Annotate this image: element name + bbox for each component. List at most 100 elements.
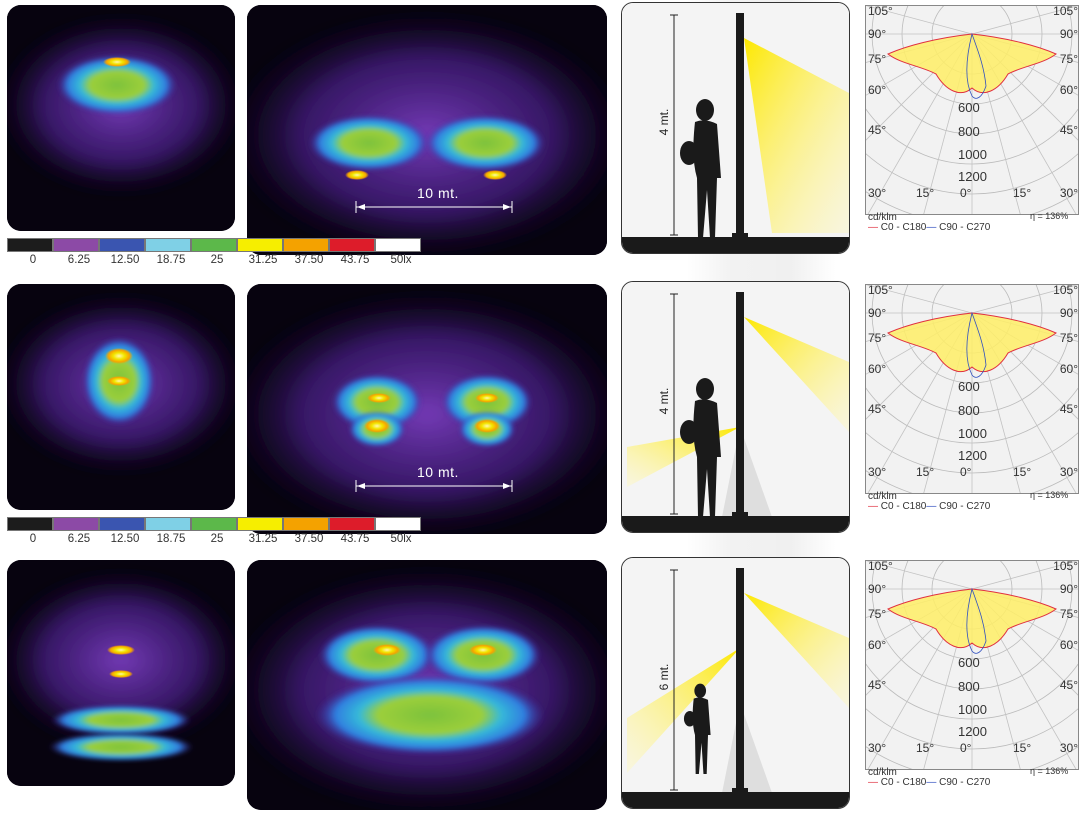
polar-angle-label: 75° — [1059, 607, 1078, 621]
distance-label: 10 mt. — [417, 185, 459, 201]
isolux-map-pair: 10 mt. — [247, 284, 607, 534]
polar-radial-value: 1000 — [958, 426, 987, 441]
scale-swatch — [191, 238, 237, 252]
polar-light-distribution: 105° 90° 75° 60° 45° 30° 105° 90° 75° 60° 45° 30° 15… — [712, 0, 1081, 294]
scale-value: 50lx — [390, 533, 412, 545]
legend-c90: C90 - C270 — [939, 501, 991, 512]
scale-value: 12.50 — [110, 533, 140, 545]
polar-legend: — C0 - C180— C90 - C270 — [868, 222, 991, 233]
polar-radial-value: 800 — [958, 124, 980, 139]
photometric-row: 10 mt. 4 mt. 105° 90° 75° 60° 45° 30° 105° 90° 75… — [0, 0, 1081, 294]
distance-label: 10 mt. — [417, 464, 459, 480]
scale-value: 50lx — [390, 254, 412, 266]
scale-swatch — [53, 517, 99, 531]
polar-angle-label: 45° — [868, 678, 887, 692]
polar-radial-value: 600 — [958, 379, 980, 394]
polar-unit: cd/klm — [868, 212, 897, 223]
scale-swatch — [99, 517, 145, 531]
scale-swatch — [237, 517, 283, 531]
polar-angle-label: 75° — [868, 331, 887, 345]
scale-swatch — [375, 238, 421, 252]
legend-c90: C90 - C270 — [939, 222, 991, 233]
photometric-row: 6 mt. 105° 90° 75° 60° 45° 30° 105° 90° 75° 60° 45°… — [0, 398, 1081, 820]
scale-swatch — [283, 517, 329, 531]
polar-legend: — C0 - C180— C90 - C270 — [868, 501, 991, 512]
scale-swatch — [145, 238, 191, 252]
photometric-row: 10 mt. 4 mt. 105° 90° 75° 60° 45° 30° 105° 90° 75… — [0, 122, 1081, 573]
isolux-map-pair: 10 mt. — [247, 5, 607, 255]
polar-angle-label: 30° — [868, 741, 887, 755]
polar-angle-label: 105° — [868, 4, 893, 18]
polar-efficiency: η = 136% — [1030, 211, 1069, 221]
polar-light-distribution: 105° 90° 75° 60° 45° 30° 105° 90° 75° 60° 45° 30° 15… — [712, 122, 1081, 573]
scale-value: 31.25 — [248, 533, 278, 545]
polar-angle-label: 90° — [1059, 306, 1078, 320]
polar-radial-value: 600 — [958, 100, 980, 115]
scale-value: 37.50 — [294, 533, 324, 545]
legend-c0: C0 - C180 — [880, 501, 927, 512]
polar-radial-value: 800 — [958, 403, 980, 418]
polar-angle-label: 0° — [960, 741, 972, 755]
installation-diagram: 6 mt. — [621, 557, 850, 809]
polar-light-distribution: 105° 90° 75° 60° 45° 30° 105° 90° 75° 60° 45° 30° 15… — [712, 398, 1081, 820]
scale-value: 0 — [29, 533, 37, 545]
polar-angle-label: 30° — [868, 186, 887, 200]
scale-value: 31.25 — [248, 254, 278, 266]
scale-swatch — [145, 517, 191, 531]
polar-angle-label: 105° — [1053, 4, 1078, 18]
polar-angle-label: 30° — [1059, 465, 1078, 479]
scale-swatch — [7, 517, 53, 531]
polar-angle-label: 45° — [868, 123, 887, 137]
scale-swatch — [191, 517, 237, 531]
scale-swatch — [237, 238, 283, 252]
legend-c0: C0 - C180 — [880, 222, 927, 233]
polar-angle-label: 45° — [1059, 123, 1078, 137]
polar-angle-label: 60° — [868, 362, 887, 376]
isolux-map-single — [7, 284, 235, 510]
polar-angle-label: 45° — [1059, 678, 1078, 692]
isolux-map-single — [7, 560, 235, 786]
polar-angle-label: 15° — [916, 465, 935, 479]
polar-angle-label: 105° — [868, 283, 893, 297]
polar-angle-label: 75° — [1059, 52, 1078, 66]
polar-efficiency: η = 136% — [1030, 490, 1069, 500]
polar-angle-label: 90° — [868, 27, 887, 41]
scale-value: 43.75 — [340, 254, 370, 266]
polar-radial-value: 800 — [958, 679, 980, 694]
scale-value: 18.75 — [156, 533, 186, 545]
scale-value: 37.50 — [294, 254, 324, 266]
mounting-height-label: 6 mt. — [657, 663, 671, 691]
scale-value: 0 — [29, 254, 37, 266]
scale-value: 6.25 — [67, 254, 91, 266]
polar-angle-label: 15° — [1013, 741, 1032, 755]
polar-angle-label: 15° — [1013, 465, 1032, 479]
polar-angle-label: 60° — [1059, 638, 1078, 652]
polar-angle-label: 60° — [1059, 362, 1078, 376]
distance-dimension — [355, 480, 513, 492]
legend-c90: C90 - C270 — [939, 777, 991, 788]
scale-swatch — [329, 517, 375, 531]
polar-angle-label: 105° — [868, 559, 893, 573]
polar-angle-label: 105° — [1053, 283, 1078, 297]
polar-radial-value: 1000 — [958, 147, 987, 162]
scale-value: 25 — [210, 254, 224, 266]
scale-value: 12.50 — [110, 254, 140, 266]
polar-legend: — C0 - C180— C90 - C270 — [868, 777, 991, 788]
polar-angle-label: 15° — [916, 741, 935, 755]
scale-swatch — [99, 238, 145, 252]
polar-efficiency: η = 136% — [1030, 766, 1069, 776]
illuminance-color-scale: 0 6.25 12.50 18.75 25 31.25 37.50 43.75 50lx — [7, 517, 427, 547]
mounting-height-label: 4 mt. — [657, 108, 671, 136]
polar-angle-label: 90° — [868, 306, 887, 320]
scale-value: 25 — [210, 533, 224, 545]
polar-radial-value: 1200 — [958, 448, 987, 463]
polar-unit: cd/klm — [868, 767, 897, 778]
polar-angle-label: 75° — [868, 52, 887, 66]
scale-swatch — [53, 238, 99, 252]
polar-angle-label: 30° — [868, 465, 887, 479]
distance-dimension — [355, 201, 513, 213]
scale-value: 18.75 — [156, 254, 186, 266]
scale-swatch — [283, 238, 329, 252]
scale-swatch — [329, 238, 375, 252]
polar-angle-label: 45° — [868, 402, 887, 416]
